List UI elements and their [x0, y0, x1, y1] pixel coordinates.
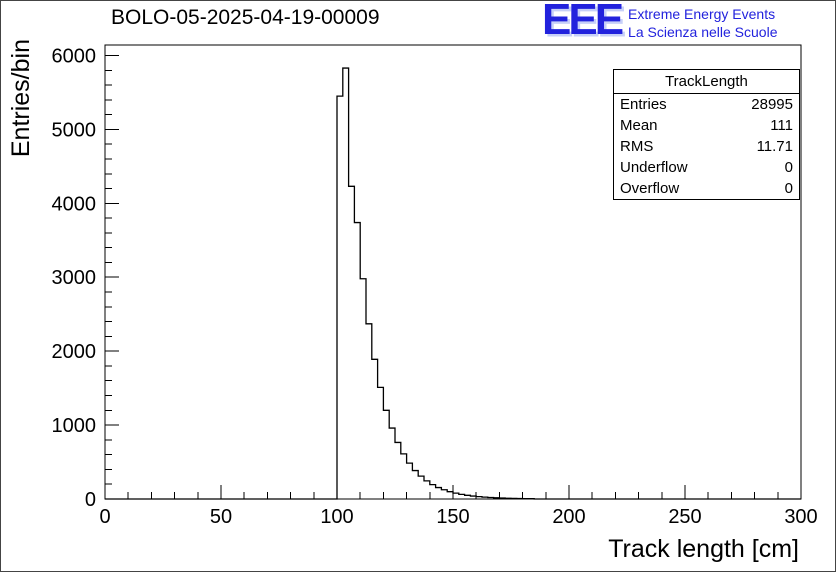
y-axis-title: Entries/bin — [7, 39, 35, 158]
eee-logo-line2: La Scienza nelle Scuole — [628, 24, 778, 41]
x-axis-title: Track length [cm] — [608, 535, 799, 563]
stats-row-label: Overflow — [620, 180, 680, 197]
stats-row: Entries 28995 — [614, 94, 799, 115]
y-tick-label: 5000 — [52, 119, 97, 141]
stats-row-value: 0 — [784, 159, 793, 176]
y-tick-label: 1000 — [52, 415, 97, 437]
stats-row-value: 0 — [784, 180, 793, 197]
stats-row-label: Entries — [620, 96, 667, 113]
stats-row-value: 28995 — [751, 96, 793, 113]
stats-row: RMS 11.71 — [614, 136, 799, 157]
eee-logo: EEE Extreme Energy Events La Scienza nel… — [542, 0, 777, 44]
x-tick-label: 300 — [784, 506, 817, 528]
stats-title: TrackLength — [614, 70, 799, 94]
x-tick-label: 100 — [320, 506, 353, 528]
eee-logo-text: EEE — [542, 0, 624, 44]
plot-title: BOLO-05-2025-04-19-00009 — [111, 6, 380, 29]
y-tick-label: 6000 — [52, 45, 97, 67]
stats-box: TrackLength Entries 28995 Mean 111 RMS 11.71 U… — [613, 69, 800, 200]
y-tick-label: 2000 — [52, 341, 97, 363]
y-tick-label: 0 — [85, 489, 96, 511]
histogram-line — [105, 67, 801, 500]
stats-row: Underflow 0 — [614, 157, 799, 178]
eee-logo-captions: Extreme Energy Events La Scienza nelle S… — [628, 2, 777, 41]
stats-row-value: 11.71 — [756, 138, 793, 155]
y-tick-label: 4000 — [52, 193, 97, 215]
y-tick-label: 3000 — [52, 267, 97, 289]
x-tick-label: 50 — [210, 506, 232, 528]
x-tick-label: 150 — [436, 506, 469, 528]
x-tick-label: 200 — [552, 506, 585, 528]
stats-row-value: 111 — [770, 117, 793, 134]
stats-row-label: RMS — [620, 138, 654, 155]
x-tick-label: 0 — [99, 506, 110, 528]
stats-row-label: Underflow — [620, 159, 688, 176]
x-tick-label: 250 — [668, 506, 701, 528]
stats-row: Mean 111 — [614, 115, 799, 136]
stats-row-label: Mean — [620, 117, 658, 134]
eee-logo-line1: Extreme Energy Events — [628, 6, 776, 22]
stats-row: Overflow 0 — [614, 178, 799, 199]
